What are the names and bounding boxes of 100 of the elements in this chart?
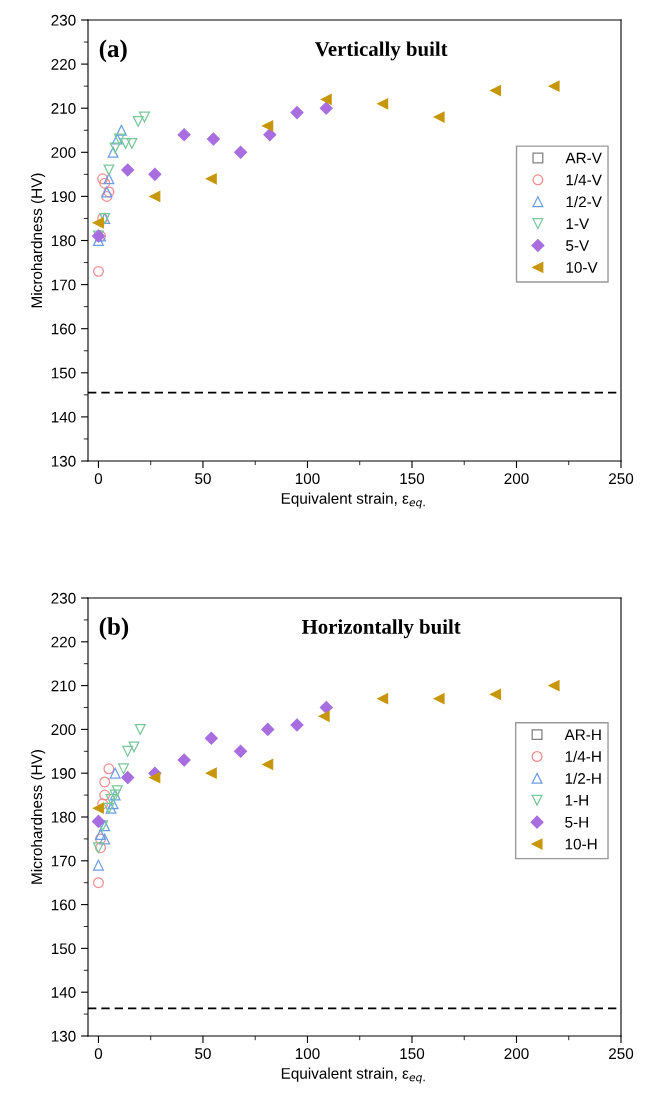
point [548, 80, 560, 92]
point [120, 137, 132, 149]
legend-label: AR-H [564, 729, 601, 740]
point [101, 190, 113, 202]
point [148, 167, 162, 181]
point [92, 802, 104, 814]
y-tick-label: 190 [51, 191, 76, 203]
x-tick-label: 150 [400, 473, 425, 485]
point [134, 723, 146, 735]
point [95, 833, 107, 845]
y-tick-label: 140 [51, 987, 76, 998]
point [433, 111, 445, 123]
point [433, 693, 445, 705]
point [261, 722, 275, 736]
point [99, 776, 111, 788]
point [377, 98, 389, 110]
point [109, 767, 121, 779]
legend-label: 5-H [565, 816, 588, 828]
y-axis-title: Microhardness (HV) [30, 173, 46, 308]
legend-label: 1/4-H [565, 750, 601, 762]
legend-label: AR-V [565, 152, 602, 164]
point [290, 106, 304, 120]
y-tick-label: 180 [51, 235, 76, 247]
point [121, 163, 135, 177]
point [263, 128, 277, 142]
legend-label: 1-V [566, 218, 590, 229]
point [204, 731, 218, 745]
y-tick-label: 170 [51, 855, 76, 867]
point [99, 177, 111, 189]
y-tick-label: 160 [51, 323, 76, 335]
x-tick-label: 250 [609, 473, 634, 485]
x-tick-label: 0 [94, 1048, 103, 1060]
y-tick-label: 160 [51, 899, 76, 911]
legend-label: 10-V [566, 262, 598, 273]
point [97, 173, 109, 185]
point [92, 217, 104, 229]
x-tick-label: 250 [609, 1048, 634, 1060]
point [126, 137, 138, 149]
point [107, 146, 119, 158]
point [318, 710, 330, 722]
point [107, 798, 119, 810]
point [122, 745, 134, 757]
y-tick-label: 220 [51, 636, 76, 648]
point [149, 772, 161, 784]
text: Horizontally built [301, 619, 461, 639]
point [262, 758, 274, 770]
y-tick-label: 210 [51, 680, 76, 692]
x-axis-title: Equivalent strain, ε$_{eq.}$ [281, 492, 425, 509]
legend-label: 1-H [565, 795, 588, 806]
legend-label: 5-V [566, 240, 590, 251]
point [105, 793, 117, 805]
x-tick-label: 0 [94, 473, 103, 485]
point [177, 128, 191, 142]
point [92, 859, 104, 871]
x-axis-title: Equivalent strain, ε$_{eq.}$ [281, 1067, 425, 1084]
point [205, 173, 217, 185]
point [320, 93, 332, 105]
point [121, 771, 135, 785]
point [548, 680, 560, 692]
point [103, 763, 115, 775]
point [92, 265, 104, 277]
point [91, 814, 105, 828]
point [97, 798, 109, 810]
legend-label: 10-H [565, 838, 597, 850]
y-tick-label: 210 [51, 103, 76, 114]
point [138, 111, 150, 123]
point [290, 718, 304, 732]
x-tick-label: 200 [504, 473, 529, 485]
y-tick-label: 200 [51, 724, 76, 736]
y-tick-label: 140 [51, 411, 76, 423]
point [128, 741, 140, 753]
y-axis-title: Microhardness (HV) [30, 750, 46, 884]
y-tick-label: 230 [51, 592, 76, 604]
y-tick-label: 130 [51, 1030, 76, 1042]
x-tick-label: 50 [195, 1048, 211, 1060]
y-tick-label: 230 [51, 14, 76, 26]
x-tick-label: 100 [295, 473, 320, 485]
point [92, 877, 104, 889]
annotation: (a) [99, 39, 127, 63]
point [109, 142, 121, 154]
point [95, 829, 107, 841]
legend-label: 1/2-H [565, 772, 601, 784]
point [103, 173, 115, 185]
point [115, 124, 127, 136]
point [490, 85, 502, 97]
annotation: (b) [99, 617, 129, 640]
y-tick-label: 130 [51, 455, 76, 467]
point [99, 833, 111, 845]
point [319, 101, 333, 115]
x-tick-label: 150 [400, 1048, 425, 1060]
point [262, 120, 274, 132]
y-tick-label: 170 [51, 279, 76, 291]
y-tick-label: 150 [51, 943, 76, 955]
point [149, 190, 161, 202]
point [234, 744, 248, 758]
point [177, 753, 191, 767]
y-tick-label: 150 [51, 367, 76, 379]
point [319, 700, 333, 715]
text: Vertically built [314, 41, 448, 61]
point [490, 688, 502, 700]
